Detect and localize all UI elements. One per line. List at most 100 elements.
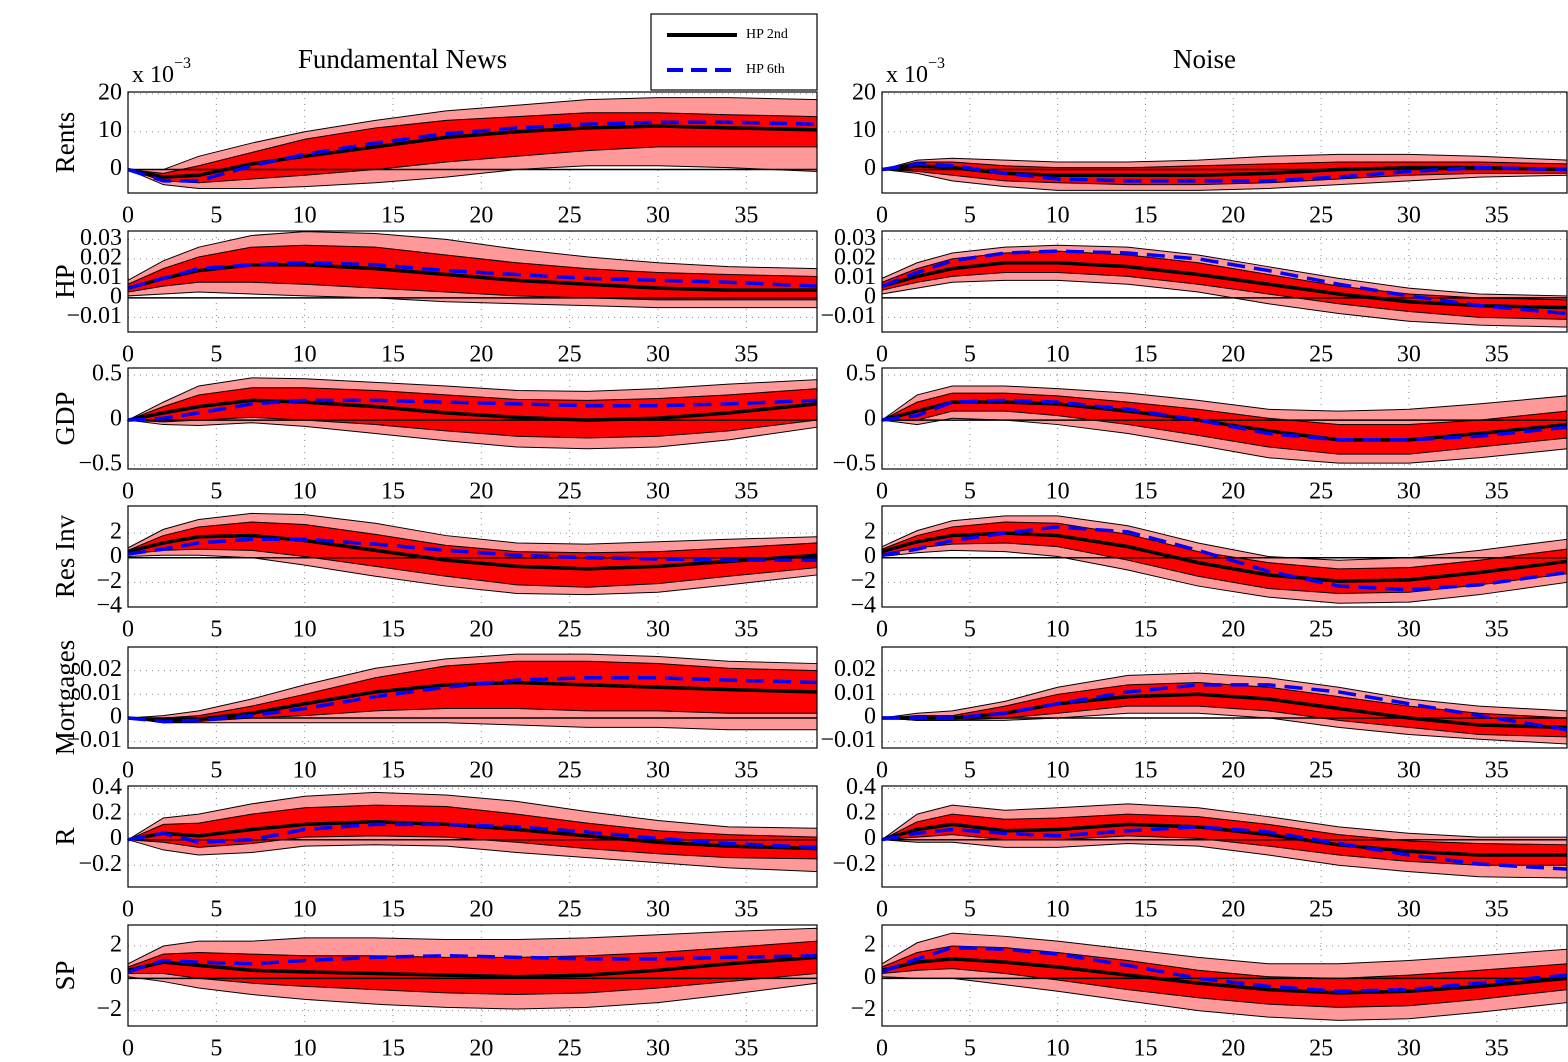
y-tick-label: 0.01 [80, 680, 122, 706]
y-tick-label: 0.2 [846, 800, 876, 826]
x-tick-label: 15 [381, 758, 405, 784]
x-tick-label: 25 [1309, 479, 1333, 505]
x-tick-label: 15 [381, 1036, 405, 1062]
y-tick-label: −4 [850, 593, 876, 619]
x-tick-label: 5 [964, 203, 976, 229]
y-tick-label: 0 [110, 543, 122, 569]
plot-frame [881, 505, 1568, 608]
x-tick-label: 5 [964, 342, 976, 368]
legend-label: HP 2nd [746, 27, 788, 42]
x-tick-label: 25 [558, 758, 582, 784]
y-tick-label: 0.02 [80, 656, 122, 682]
y-tick-label: 0.03 [834, 225, 876, 251]
x-tick-label: 0 [122, 617, 134, 643]
x-tick-label: 30 [646, 203, 670, 229]
x-tick-label: 15 [381, 203, 405, 229]
x-tick-label: 15 [381, 897, 405, 923]
x-tick-label: 0 [122, 897, 134, 923]
series-line [127, 953, 818, 974]
plot-frame [127, 367, 818, 470]
x-tick-label: 5 [210, 617, 222, 643]
x-tick-label: 5 [964, 617, 976, 643]
y-tick-label: 20 [852, 79, 876, 105]
y-tick-label: 2 [110, 519, 122, 545]
plot-frame [881, 924, 1568, 1027]
x-tick-label: 15 [1133, 203, 1157, 229]
plot-frame [127, 646, 818, 749]
panel-title: Noise [1173, 44, 1236, 74]
x-tick-label: 30 [1397, 758, 1421, 784]
y-axis-label: Res Inv [50, 514, 80, 598]
series-line [881, 957, 1568, 995]
x-tick-label: 0 [876, 1036, 888, 1062]
y-tick-label: 0 [864, 543, 876, 569]
x-tick-label: 5 [210, 1036, 222, 1062]
y-tick-label: −0.01 [820, 727, 876, 753]
y-tick-label: 20 [98, 79, 122, 105]
x-tick-label: 20 [1221, 758, 1245, 784]
y-tick-label: 0.02 [834, 656, 876, 682]
plot-frame [127, 785, 818, 888]
x-tick-label: 0 [876, 758, 888, 784]
x-tick-label: 35 [1485, 1036, 1509, 1062]
x-tick-label: 35 [1485, 617, 1509, 643]
series-line [127, 261, 818, 290]
x-tick-label: 20 [1221, 479, 1245, 505]
series-line [127, 675, 818, 724]
y-tick-label: 0.5 [846, 361, 876, 387]
y-tick-label: 10 [98, 117, 122, 143]
y-tick-label: 0 [110, 964, 122, 990]
x-tick-label: 20 [469, 897, 493, 923]
x-tick-label: 30 [1397, 479, 1421, 505]
x-tick-label: 30 [1397, 203, 1421, 229]
x-tick-label: 5 [210, 897, 222, 923]
series-line [881, 531, 1568, 583]
y-tick-label: 0 [110, 155, 122, 181]
y-tick-label: 0.2 [92, 800, 122, 826]
x-tick-label: 20 [1221, 617, 1245, 643]
y-tick-label: 0.01 [834, 264, 876, 290]
y-tick-label: −4 [96, 593, 122, 619]
series-line [127, 537, 817, 562]
y-axis-label: HP [50, 264, 80, 299]
x-tick-label: 35 [734, 203, 758, 229]
y-tick-label: −0.2 [78, 851, 122, 877]
y-axis-label: Mortgages [50, 640, 80, 755]
x-tick-label: 5 [210, 758, 222, 784]
x-tick-label: 25 [558, 617, 582, 643]
x-tick-label: 25 [558, 479, 582, 505]
x-tick-label: 35 [734, 342, 758, 368]
x-tick-label: 35 [734, 479, 758, 505]
y-tick-label: 0 [864, 406, 876, 432]
exponent-base: x 10 [886, 62, 928, 88]
series-line [127, 124, 818, 179]
x-tick-label: 15 [1133, 897, 1157, 923]
x-tick-label: 20 [469, 479, 493, 505]
x-tick-label: 20 [469, 758, 493, 784]
x-tick-label: 25 [558, 1036, 582, 1062]
x-tick-label: 35 [1485, 479, 1509, 505]
x-tick-label: 10 [293, 479, 317, 505]
y-tick-label: −0.01 [820, 303, 876, 329]
x-tick-label: 15 [1133, 758, 1157, 784]
x-tick-label: 25 [1309, 617, 1333, 643]
y-tick-label: 10 [852, 117, 876, 143]
x-tick-label: 5 [964, 479, 976, 505]
x-tick-label: 25 [1309, 897, 1333, 923]
plot-frame [127, 230, 818, 333]
x-tick-label: 10 [293, 342, 317, 368]
x-tick-label: 10 [293, 617, 317, 643]
y-tick-label: 0 [110, 283, 122, 309]
y-tick-label: 2 [864, 932, 876, 958]
series-line [127, 120, 818, 183]
x-tick-label: 10 [1046, 897, 1070, 923]
y-tick-label: −0.01 [66, 303, 122, 329]
x-tick-label: 10 [1046, 479, 1070, 505]
y-axis-label: Rents [50, 112, 80, 174]
y-tick-label: 0 [864, 283, 876, 309]
series-line [881, 164, 1568, 177]
y-tick-label: −0.5 [832, 450, 876, 476]
x-tick-label: 30 [646, 758, 670, 784]
y-tick-label: −2 [96, 996, 122, 1022]
